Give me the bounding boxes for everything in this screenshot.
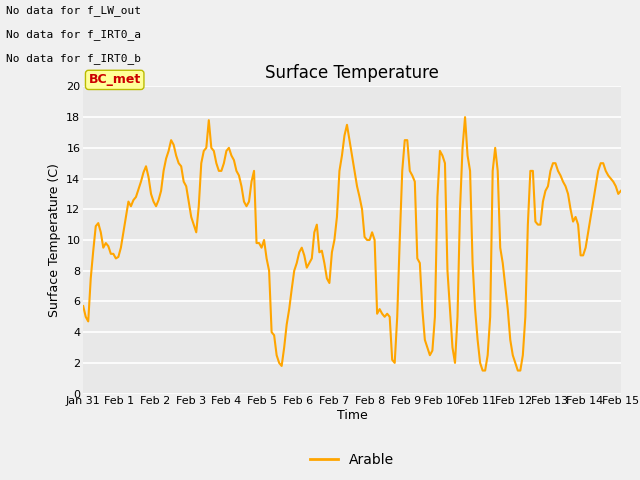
- Text: No data for f_LW_out: No data for f_LW_out: [6, 5, 141, 16]
- Text: BC_met: BC_met: [88, 73, 141, 86]
- Text: No data for f_IRT0_a: No data for f_IRT0_a: [6, 29, 141, 40]
- Title: Surface Temperature: Surface Temperature: [265, 64, 439, 82]
- Y-axis label: Surface Temperature (C): Surface Temperature (C): [48, 163, 61, 317]
- Text: No data for f_IRT0_b: No data for f_IRT0_b: [6, 53, 141, 64]
- Legend: Arable: Arable: [305, 447, 399, 473]
- X-axis label: Time: Time: [337, 409, 367, 422]
